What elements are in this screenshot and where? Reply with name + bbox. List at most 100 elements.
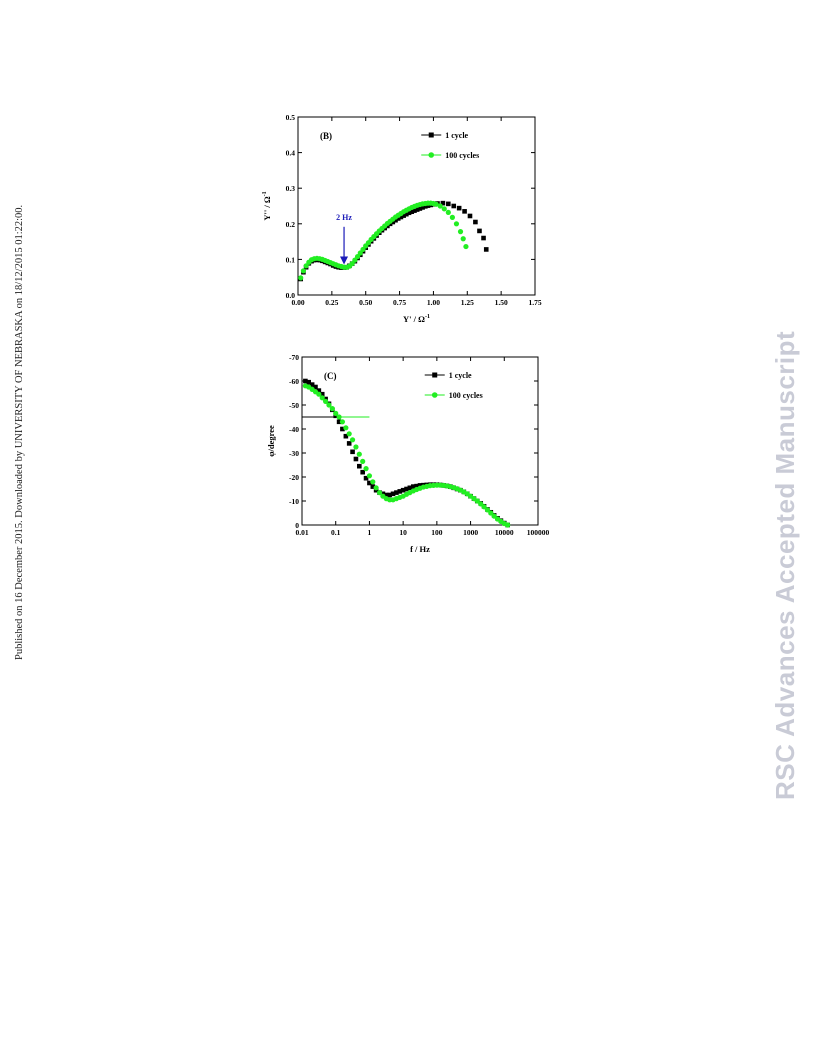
chart-b-data-point [404, 211, 409, 217]
chart-b-data-point [298, 275, 304, 281]
chart-c-y-tick-label: -20 [289, 473, 299, 482]
chart-c-y-tick-label: -60 [289, 377, 299, 386]
chart-c-series-2 [302, 383, 511, 528]
chart-c-legend-label: 1 cycle [449, 371, 472, 380]
chart-b-data-point [451, 203, 457, 209]
chart-c-data-point [309, 382, 315, 387]
chart-c-data-point [414, 483, 419, 489]
journal-watermark-text: RSC Advances Accepted Manuscript [770, 330, 800, 800]
chart-b-annotation-arrow-head [340, 256, 349, 265]
chart-c-y-tick-label: 0 [295, 521, 299, 530]
chart-c-panel-label: (C) [324, 371, 337, 381]
chart-b-data-point [445, 209, 451, 216]
chart-b-y-tick-label: 0.1 [286, 255, 296, 264]
chart-c-data-point [306, 379, 311, 385]
chart-c-data-point [343, 425, 349, 431]
chart-c-y-tick-label: -70 [289, 353, 299, 362]
chart-c-data-point [390, 491, 396, 497]
chart-b-x-tick-label: 0.75 [393, 298, 406, 307]
chart-b-data-point [393, 217, 398, 223]
chart-b-legend-marker [428, 152, 435, 158]
chart-b-x-tick-label: 0.50 [359, 298, 372, 307]
chart-b-x-axis-label: Y' / Ω-1 [403, 314, 430, 324]
chart-c-data-point [336, 419, 342, 425]
chart-c-data-point [316, 391, 322, 397]
chart-b-data-point [406, 210, 412, 216]
chart-b-data-point [449, 214, 455, 220]
chart-c-legend-marker [431, 392, 438, 398]
chart-b-x-tick-label: 1.50 [495, 298, 508, 307]
chart-c-data-point [360, 458, 366, 464]
chart-c-data-point [491, 513, 497, 519]
chart-b-data-point [440, 200, 446, 206]
chart-b-annotation-label: 2 Hz [336, 213, 352, 222]
chart-b-y-axis-label-sup: -1 [262, 191, 268, 196]
chart-b-legend-label: 1 cycle [445, 131, 468, 140]
chart-admittance-plot: 0.00 0.25 0.50 0.75 1.00 1.25 1.50 1.75 0.0 0.1 0.… [262, 113, 542, 324]
chart-c-x-tick-label: 0.1 [331, 528, 341, 537]
chart-c-data-point [505, 522, 511, 528]
chart-c-data-point [373, 485, 379, 491]
chart-c-data-point [474, 498, 480, 504]
chart-b-data-point [483, 247, 489, 252]
chart-b-data-point [303, 263, 309, 269]
chart-b-y-axis-label: Y'' / Ω-1 [262, 191, 272, 220]
chart-b-data-point [463, 243, 469, 250]
chart-b-data-point [453, 221, 460, 227]
chart-phase-angle-plot: 0.01 0.1 1 10 100 1000 10000 100000 0 -10 -20 -30 -4… [266, 353, 550, 554]
chart-c-x-axis-label: f / Hz [410, 544, 430, 554]
chart-b-data-point [420, 205, 425, 210]
chart-b-x-axis-label-sup: -1 [425, 314, 430, 320]
chart-c-data-point [357, 463, 362, 469]
chart-c-data-point [376, 490, 383, 496]
chart-c-x-tick-label: 100 [431, 528, 443, 537]
chart-b-data-point [460, 236, 466, 242]
chart-b-data-point [401, 213, 406, 218]
chart-c-data-point [367, 480, 372, 486]
chart-b-data-point [481, 235, 486, 241]
chart-b-data-point [390, 219, 396, 225]
chart-c-data-point [400, 487, 406, 493]
chart-b-y-tick-label: 0.5 [286, 113, 296, 122]
chart-c-data-point [370, 479, 376, 485]
chart-c-data-point [340, 426, 345, 432]
chart-b-data-point [414, 207, 420, 212]
chart-b-data-point [352, 257, 358, 263]
chart-c-data-point [387, 492, 392, 498]
chart-c-y-axis-label: φ/degree [266, 425, 276, 457]
chart-b-x-tick-label: 0.25 [325, 298, 338, 307]
chart-c-x-tick-label: 0.01 [295, 528, 308, 537]
chart-b-data-point [467, 213, 473, 219]
chart-c-data-point [333, 410, 339, 416]
chart-c-data-point [366, 473, 373, 479]
chart-c-legend-marker [432, 372, 438, 378]
chart-b-x-tick-label: 0.00 [291, 298, 304, 307]
chart-b-data-point [433, 201, 439, 207]
chart-b-data-point [417, 206, 423, 211]
chart-c-x-tick-label: 1000 [463, 528, 478, 537]
publication-side-note: Published on 16 December 2015. Downloade… [4, 190, 25, 660]
chart-b-data-point [462, 209, 467, 214]
chart-c-x-tick-label: 10 [399, 528, 407, 537]
chart-c-data-point [353, 456, 359, 462]
chart-b-panel-label: (B) [320, 131, 332, 141]
chart-b-data-point [409, 209, 415, 214]
chart-b-series-1 [298, 200, 489, 282]
chart-c-data-point [410, 484, 416, 489]
chart-c-data-point [316, 388, 322, 393]
chart-c-y-tick-label: -40 [289, 425, 299, 434]
chart-b-data-point [395, 216, 401, 221]
chart-b-y-tick-label: 0.0 [286, 291, 296, 300]
chart-c-x-tick-label: 10000 [495, 528, 514, 537]
chart-c-data-point [329, 406, 335, 412]
chart-b-x-tick-label: 1.25 [461, 298, 474, 307]
chart-c-y-tick-label: -50 [289, 401, 299, 410]
chart-b-data-point [423, 204, 428, 209]
chart-c-data-point [383, 492, 389, 498]
chart-b-data-point [457, 229, 464, 235]
chart-b-data-point [437, 203, 443, 209]
chart-c-data-point [346, 441, 352, 446]
chart-b-x-tick-label: 1.75 [528, 298, 541, 307]
chart-b-data-point [354, 253, 361, 260]
chart-c-data-point [481, 504, 487, 510]
